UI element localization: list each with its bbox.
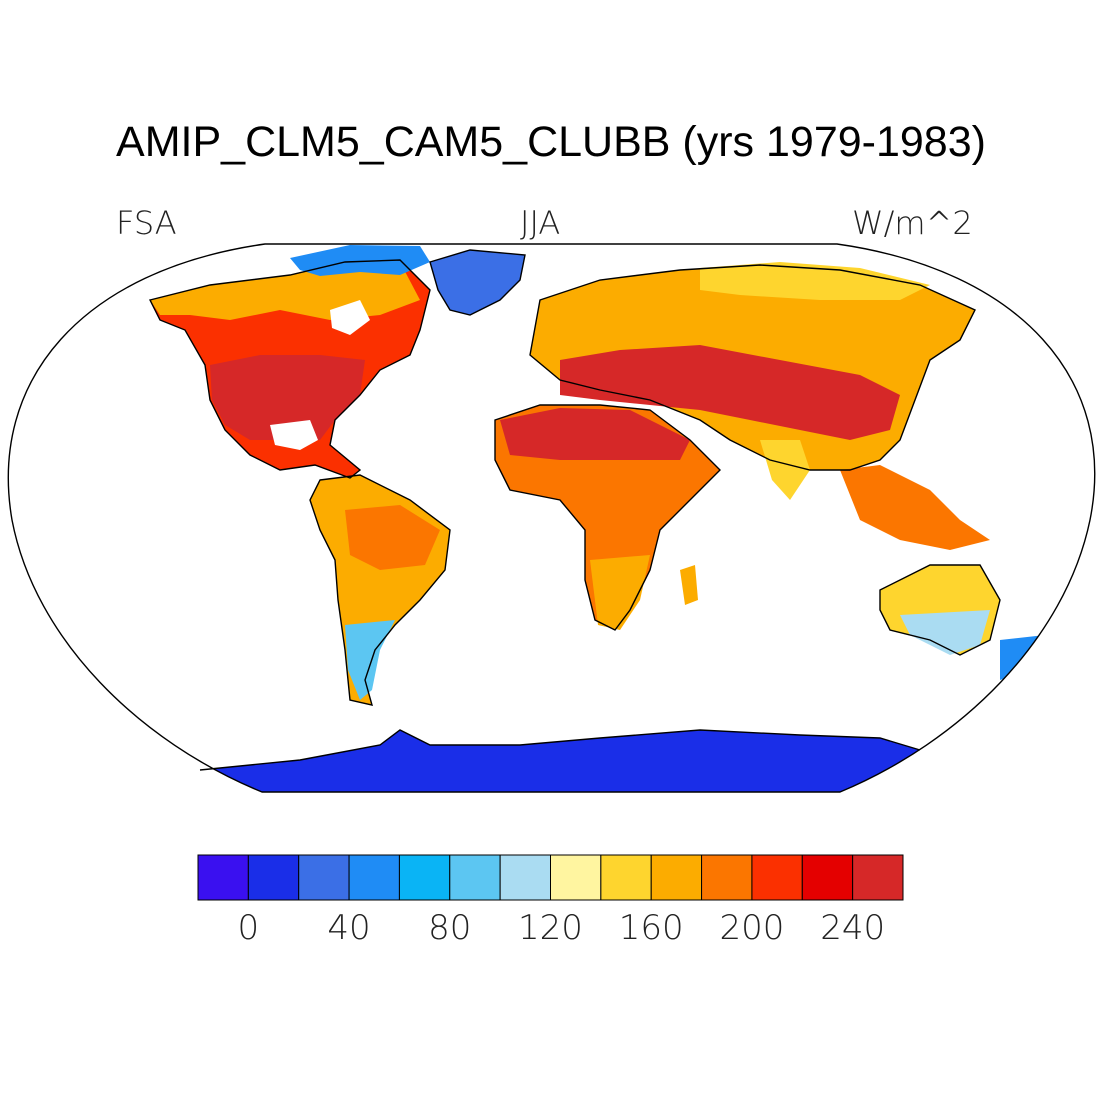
southern-africa-region bbox=[590, 555, 650, 630]
colorbar-tick-label: 0 bbox=[237, 908, 260, 948]
colorbar-swatch bbox=[550, 854, 602, 901]
colorbar-swatch bbox=[398, 854, 451, 901]
hudson-bay bbox=[330, 300, 370, 335]
colorbar-swatch bbox=[298, 854, 350, 901]
north-america-coastline bbox=[148, 259, 431, 479]
gulf-of-mexico bbox=[270, 420, 318, 450]
season-label: JJA bbox=[520, 204, 561, 242]
india-region bbox=[760, 440, 810, 500]
eurasia-hot-region bbox=[560, 345, 900, 440]
greenland-coastline bbox=[429, 249, 526, 316]
colorbar-swatch bbox=[600, 854, 652, 901]
arctic-siberia-region bbox=[700, 262, 930, 300]
colorbar-tick-label: 80 bbox=[428, 908, 472, 948]
antarctica-coastline bbox=[199, 729, 921, 771]
colorbar-swatch bbox=[197, 854, 249, 901]
coastline-layer bbox=[148, 249, 1001, 771]
colorbar-swatch bbox=[449, 854, 501, 901]
colorbar-swatch bbox=[348, 854, 400, 901]
map-boundary bbox=[7, 243, 1096, 793]
madagascar-region bbox=[680, 565, 698, 605]
colorbar-swatch bbox=[801, 854, 854, 901]
arctic-archipelago-region bbox=[290, 245, 430, 276]
colorbar-tick-label: 240 bbox=[820, 908, 886, 948]
colorbar-swatch bbox=[650, 854, 703, 901]
colorbar-tick-label: 40 bbox=[327, 908, 371, 948]
southeast-asia-region bbox=[840, 465, 990, 550]
australia-coastline bbox=[879, 564, 1001, 656]
africa-region bbox=[495, 405, 720, 630]
antarctica-region bbox=[200, 730, 920, 792]
colorbar-tick-label: 120 bbox=[518, 908, 583, 948]
north-america-hot-region bbox=[210, 355, 365, 440]
colorbar-swatch bbox=[701, 854, 753, 901]
australia-south-region bbox=[900, 610, 990, 655]
colorbar-swatch bbox=[247, 854, 300, 901]
map-title: AMIP_CLM5_CAM5_CLUBB (yrs 1979-1983) bbox=[116, 118, 986, 166]
variable-label: FSA bbox=[116, 204, 177, 242]
sahara-hot-region bbox=[500, 408, 690, 460]
amazon-hot-region bbox=[345, 505, 440, 570]
south-america-coastline bbox=[309, 474, 451, 706]
eurasia-coastline bbox=[529, 264, 976, 471]
colorbar-swatch bbox=[852, 854, 904, 901]
units-label: W/m^2 bbox=[852, 204, 973, 242]
colorbar-tick-label: 200 bbox=[719, 908, 785, 948]
colorbar-swatch bbox=[751, 854, 803, 901]
land-fill-layer bbox=[150, 245, 1045, 792]
colorbar bbox=[197, 854, 904, 901]
colorbar-swatch bbox=[499, 854, 551, 901]
colorbar-tick-label: 160 bbox=[618, 908, 684, 948]
africa-coastline bbox=[494, 404, 721, 631]
greenland-region bbox=[430, 250, 525, 315]
